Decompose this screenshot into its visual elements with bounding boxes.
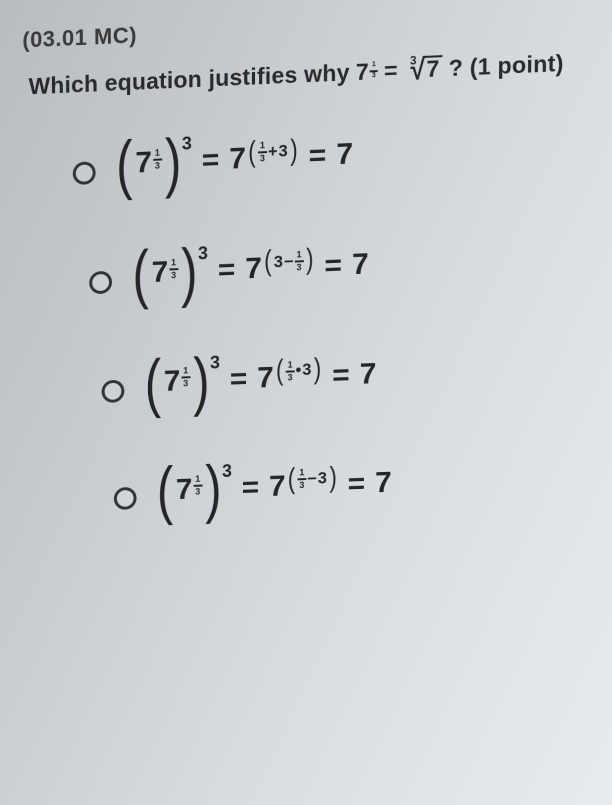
denominator: 3 xyxy=(169,268,178,280)
numerator: 1 xyxy=(258,141,267,151)
base: 7 xyxy=(164,367,181,397)
equals: = xyxy=(214,253,239,288)
question-text: Which equation justifies why 7 1 3 = 3 √… xyxy=(29,48,594,100)
option-equation: ( 7 1 3 ) 3 = 7 ( 1 xyxy=(142,348,376,409)
operator: + xyxy=(268,143,278,160)
numerator: 1 xyxy=(286,360,295,370)
radical-icon: √ xyxy=(410,55,425,85)
equals: = xyxy=(198,143,224,178)
question-prefix: Which equation justifies why xyxy=(29,59,350,100)
equals: = xyxy=(384,57,398,85)
rhs: 7 xyxy=(360,357,377,391)
base: 7 xyxy=(176,475,193,505)
right-term: 3 xyxy=(302,362,311,379)
header-fragment: (03.01 MC) xyxy=(22,2,594,54)
option-equation: ( 7 1 3 ) 3 = 7 ( 3 − xyxy=(130,239,369,301)
outer-exponent: 3 xyxy=(198,243,208,264)
cube-root: 3 √ 7 xyxy=(404,55,443,83)
option-row[interactable]: ( 7 1 3 ) 3 = 7 ( 1 xyxy=(114,450,589,518)
rhs: 7 xyxy=(336,138,353,173)
outer-exponent: 3 xyxy=(182,133,192,154)
equals: = xyxy=(238,471,263,505)
expr-7-to-1-3: 7 1 3 xyxy=(356,60,378,84)
option-row[interactable]: ( 7 1 3 ) 3 = 7 ( 3 − xyxy=(89,230,592,302)
operator: − xyxy=(307,471,317,487)
outer-exponent: 3 xyxy=(222,461,232,482)
denominator: 3 xyxy=(181,377,190,389)
radicand: 7 xyxy=(423,55,442,81)
denominator: 3 xyxy=(297,478,306,490)
question-suffix: ? (1 point) xyxy=(449,50,564,82)
denominator: 3 xyxy=(258,151,267,163)
base: 7 xyxy=(245,254,262,284)
equals: = xyxy=(305,139,331,174)
radio-button[interactable] xyxy=(89,271,112,295)
base: 7 xyxy=(257,363,274,393)
base: 7 xyxy=(269,472,286,502)
denominator: 3 xyxy=(294,260,303,272)
base: 7 xyxy=(229,144,246,175)
outer-exponent: 3 xyxy=(210,352,220,373)
left-term: 3 xyxy=(274,254,283,271)
numerator: 1 xyxy=(153,148,162,158)
denominator: 3 xyxy=(286,370,295,382)
denominator: 3 xyxy=(193,485,202,497)
numerator: 1 xyxy=(295,250,304,260)
rhs: 7 xyxy=(375,466,392,500)
base: 7 xyxy=(356,60,369,84)
option-equation: ( 7 1 3 ) 3 = 7 ( 1 xyxy=(113,128,353,191)
right-term: 3 xyxy=(279,143,288,160)
numerator: 1 xyxy=(193,475,202,485)
radio-button[interactable] xyxy=(73,161,96,185)
numerator: 1 xyxy=(181,367,190,377)
denominator: 3 xyxy=(153,158,162,170)
base: 7 xyxy=(135,148,152,179)
operator: − xyxy=(284,253,294,270)
radio-button[interactable] xyxy=(102,379,125,402)
option-equation: ( 7 1 3 ) 3 = 7 ( 1 xyxy=(154,457,392,517)
equals: = xyxy=(226,362,251,396)
rhs: 7 xyxy=(352,248,369,282)
numerator: 1 xyxy=(169,258,178,268)
option-row[interactable]: ( 7 1 3 ) 3 = 7 ( 1 xyxy=(101,340,590,410)
equals: = xyxy=(344,467,369,501)
equals: = xyxy=(328,358,354,392)
equals: = xyxy=(320,249,346,284)
operator: • xyxy=(296,363,302,379)
denominator: 3 xyxy=(370,70,378,80)
right-term: 3 xyxy=(318,471,327,487)
numerator: 1 xyxy=(297,469,306,479)
radio-button[interactable] xyxy=(114,487,137,510)
base: 7 xyxy=(152,258,169,288)
option-row[interactable]: ( 7 1 3 ) 3 = 7 ( 1 xyxy=(73,118,593,193)
